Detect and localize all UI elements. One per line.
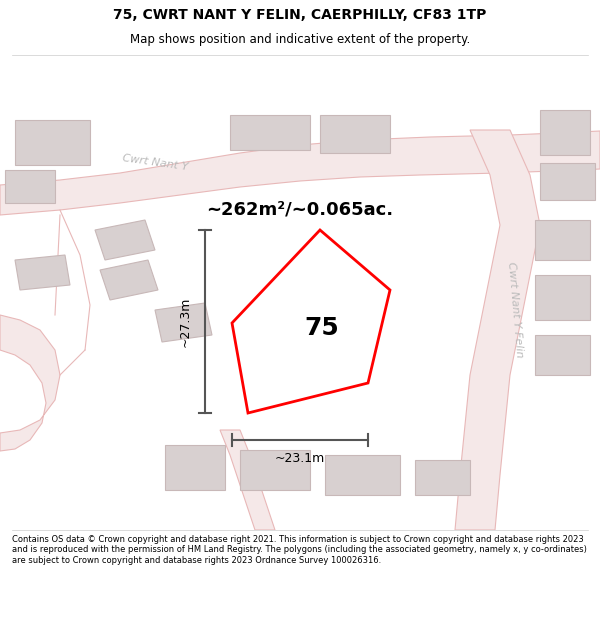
Polygon shape xyxy=(0,131,600,215)
Polygon shape xyxy=(325,455,400,495)
Polygon shape xyxy=(240,450,310,490)
Polygon shape xyxy=(540,163,595,200)
Polygon shape xyxy=(320,115,390,153)
Text: ~27.3m: ~27.3m xyxy=(179,296,191,347)
Text: Cwrt Nant Y Felin: Cwrt Nant Y Felin xyxy=(506,262,524,358)
Text: 75: 75 xyxy=(304,316,339,340)
Polygon shape xyxy=(535,275,590,320)
Polygon shape xyxy=(155,303,212,342)
Text: Cwrt Nant Y: Cwrt Nant Y xyxy=(122,154,188,173)
Polygon shape xyxy=(0,315,60,451)
Text: ~23.1m: ~23.1m xyxy=(275,451,325,464)
Polygon shape xyxy=(535,335,590,375)
Text: 75, CWRT NANT Y FELIN, CAERPHILLY, CF83 1TP: 75, CWRT NANT Y FELIN, CAERPHILLY, CF83 … xyxy=(113,8,487,22)
Text: Map shows position and indicative extent of the property.: Map shows position and indicative extent… xyxy=(130,33,470,46)
Polygon shape xyxy=(230,115,310,150)
Polygon shape xyxy=(415,460,470,495)
Polygon shape xyxy=(95,220,155,260)
Text: Contains OS data © Crown copyright and database right 2021. This information is : Contains OS data © Crown copyright and d… xyxy=(12,535,587,564)
Polygon shape xyxy=(220,430,275,530)
Polygon shape xyxy=(455,130,540,530)
Polygon shape xyxy=(15,255,70,290)
Polygon shape xyxy=(15,120,90,165)
Polygon shape xyxy=(540,110,590,155)
Polygon shape xyxy=(535,220,590,260)
Polygon shape xyxy=(5,170,55,203)
Polygon shape xyxy=(232,230,390,413)
Polygon shape xyxy=(165,445,225,490)
Text: ~262m²/~0.065ac.: ~262m²/~0.065ac. xyxy=(206,201,394,219)
Polygon shape xyxy=(100,260,158,300)
